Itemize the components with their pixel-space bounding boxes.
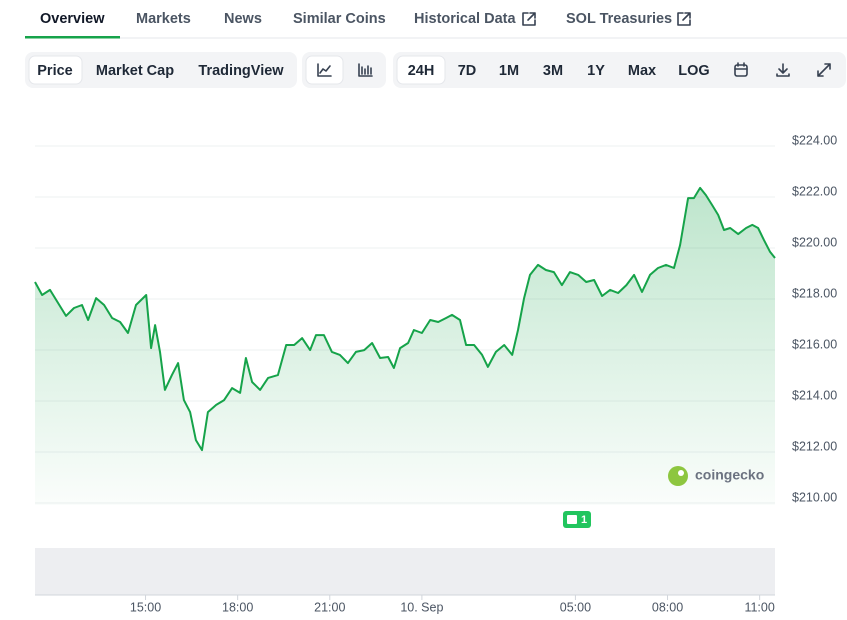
y-tick-label: $224.00 bbox=[792, 133, 837, 147]
tab[interactable]: Overview bbox=[40, 11, 105, 27]
range-button[interactable]: 3M bbox=[543, 63, 563, 79]
y-tick-label: $210.00 bbox=[792, 490, 837, 504]
active-button-bg bbox=[28, 55, 83, 85]
range-button[interactable]: 24H bbox=[408, 63, 435, 79]
y-tick-label: $222.00 bbox=[792, 184, 837, 198]
event-count: 1 bbox=[581, 514, 587, 526]
calendar-icon[interactable] bbox=[734, 62, 748, 77]
y-tick-label: $212.00 bbox=[792, 439, 837, 453]
range-button[interactable]: 1M bbox=[499, 63, 519, 79]
fullscreen-icon[interactable] bbox=[817, 63, 831, 77]
range-button[interactable]: Max bbox=[628, 63, 656, 79]
view-button[interactable]: Price bbox=[37, 63, 72, 79]
x-tick-label: 10. Sep bbox=[400, 600, 443, 614]
tab[interactable]: News bbox=[224, 11, 262, 27]
range-button[interactable]: 1Y bbox=[587, 63, 605, 79]
x-tick-label: 15:00 bbox=[130, 600, 161, 614]
x-tick-label: 11:00 bbox=[744, 600, 774, 614]
tab-underline bbox=[25, 36, 120, 39]
range-button[interactable]: LOG bbox=[678, 63, 709, 79]
event-icon bbox=[567, 515, 577, 524]
y-tick-label: $218.00 bbox=[792, 286, 837, 300]
tab[interactable]: SOL Treasuries bbox=[566, 11, 672, 27]
download-icon[interactable] bbox=[776, 63, 790, 77]
volume-band bbox=[35, 548, 775, 595]
watermark: coingecko bbox=[695, 467, 764, 483]
y-tick-label: $216.00 bbox=[792, 337, 837, 351]
range-button[interactable]: 7D bbox=[458, 63, 477, 79]
external-link-icon bbox=[677, 12, 691, 26]
x-tick-label: 18:00 bbox=[222, 600, 253, 614]
range-group bbox=[393, 52, 846, 88]
x-tick-label: 05:00 bbox=[560, 600, 591, 614]
logo-eye bbox=[678, 470, 684, 476]
tab[interactable]: Historical Data bbox=[414, 11, 516, 27]
y-tick-label: $220.00 bbox=[792, 235, 837, 249]
y-tick-label: $214.00 bbox=[792, 388, 837, 402]
x-tick-label: 21:00 bbox=[314, 600, 345, 614]
price-line bbox=[34, 186, 776, 452]
x-tick-label: 08:00 bbox=[652, 600, 683, 614]
external-link-icon bbox=[522, 12, 536, 26]
logo bbox=[668, 466, 688, 486]
view-button[interactable]: TradingView bbox=[198, 63, 284, 79]
view-button[interactable]: Market Cap bbox=[96, 63, 174, 79]
view-group bbox=[25, 52, 297, 88]
candle-chart-icon[interactable] bbox=[358, 63, 373, 77]
line-chart-icon[interactable] bbox=[317, 63, 332, 77]
tab[interactable]: Similar Coins bbox=[293, 11, 386, 27]
price-area bbox=[35, 187, 775, 505]
active-button-bg bbox=[396, 55, 446, 85]
tab[interactable]: Markets bbox=[136, 11, 191, 27]
